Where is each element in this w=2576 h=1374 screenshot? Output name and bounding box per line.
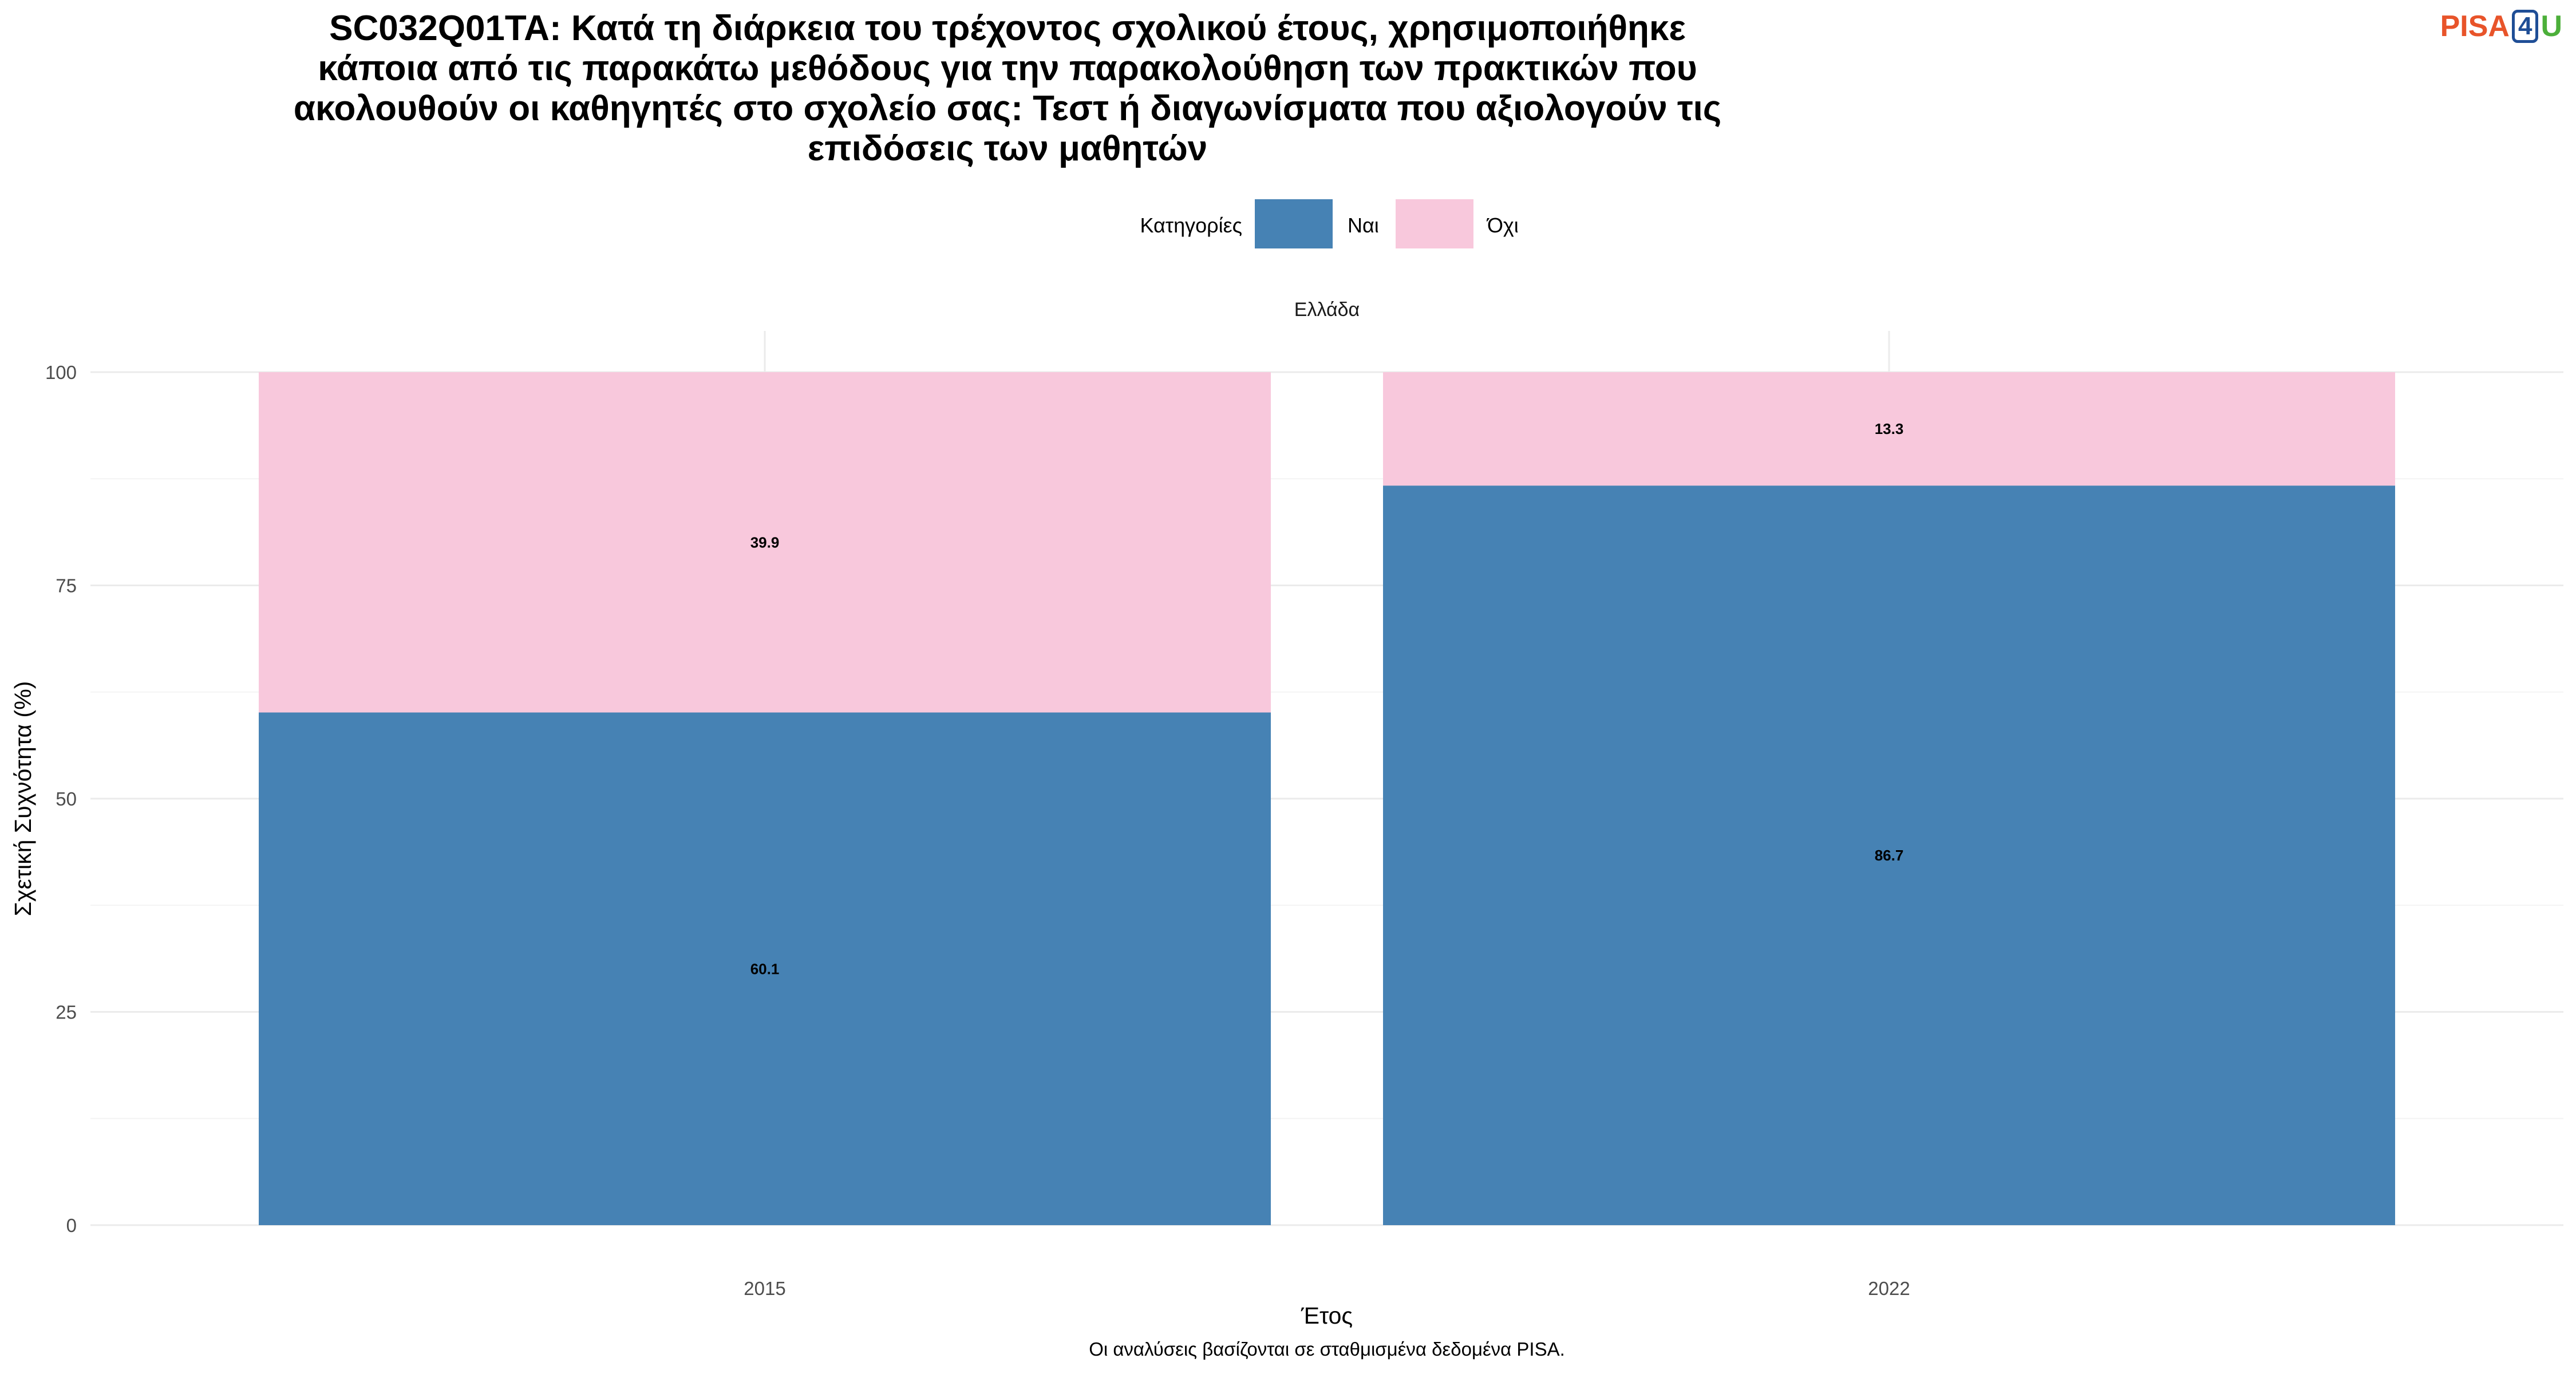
y-tick-label: 0: [66, 1215, 77, 1236]
x-axis-ticks: 2015 2022: [744, 1278, 1910, 1299]
y-axis-title: Σχετική Συχνότητα (%): [10, 681, 36, 917]
bar-label-nai-2015: 60.1: [750, 960, 780, 977]
chart-title-line-4: επιδόσεις των μαθητών: [808, 129, 1207, 168]
bar-ochi-2015: [259, 372, 1271, 713]
bars: [259, 372, 2395, 1226]
legend-title: Κατηγορίες: [1140, 214, 1242, 237]
y-tick-label: 75: [56, 575, 77, 597]
legend-label-nai: Ναι: [1348, 214, 1379, 237]
x-axis-title: Έτος: [1301, 1302, 1353, 1329]
caption: Οι αναλύσεις βασίζονται σε σταθμισμένα δ…: [1089, 1339, 1565, 1360]
bar-label-nai-2022: 86.7: [1875, 847, 1904, 864]
bar-label-ochi-2015: 39.9: [750, 534, 780, 551]
legend-key-ochi: [1396, 199, 1473, 248]
bar-nai-2022: [1383, 485, 2395, 1226]
chart-title-line-3: ακολουθούν οι καθηγητές στο σχολείο σας:…: [294, 89, 1721, 128]
bar-label-ochi-2022: 13.3: [1875, 420, 1904, 437]
legend: Κατηγορίες Ναι Όχι: [1140, 199, 1519, 248]
y-tick-label: 25: [56, 1002, 77, 1023]
pisa4u-logo: PISA 4 U: [2440, 9, 2562, 44]
x-tick-label: 2022: [1868, 1278, 1910, 1299]
bar-labels: 60.1 39.9 86.7 13.3: [750, 420, 1904, 977]
chart-title: SC032Q01TA: Κατά τη διάρκεια του τρέχοντ…: [294, 9, 1721, 168]
logo-pisa-text: PISA: [2440, 10, 2510, 43]
y-tick-label: 50: [56, 788, 77, 810]
facet-strip-label: Ελλάδα: [1294, 299, 1360, 321]
y-axis-ticks: 0 25 50 75 100: [45, 362, 77, 1236]
legend-label-ochi: Όχι: [1486, 214, 1519, 237]
bar-nai-2015: [259, 712, 1271, 1225]
logo-u-text: U: [2541, 10, 2562, 43]
chart-title-line-2: κάποια από τις παρακάτω μεθόδους για την…: [318, 49, 1697, 88]
y-tick-label: 100: [45, 362, 77, 383]
chart-title-line-1: SC032Q01TA: Κατά τη διάρκεια του τρέχοντ…: [329, 9, 1686, 48]
logo-four-text: 4: [2511, 10, 2539, 43]
x-tick-label: 2015: [744, 1278, 785, 1299]
bar-ochi-2022: [1383, 372, 2395, 486]
legend-key-nai: [1255, 199, 1333, 248]
